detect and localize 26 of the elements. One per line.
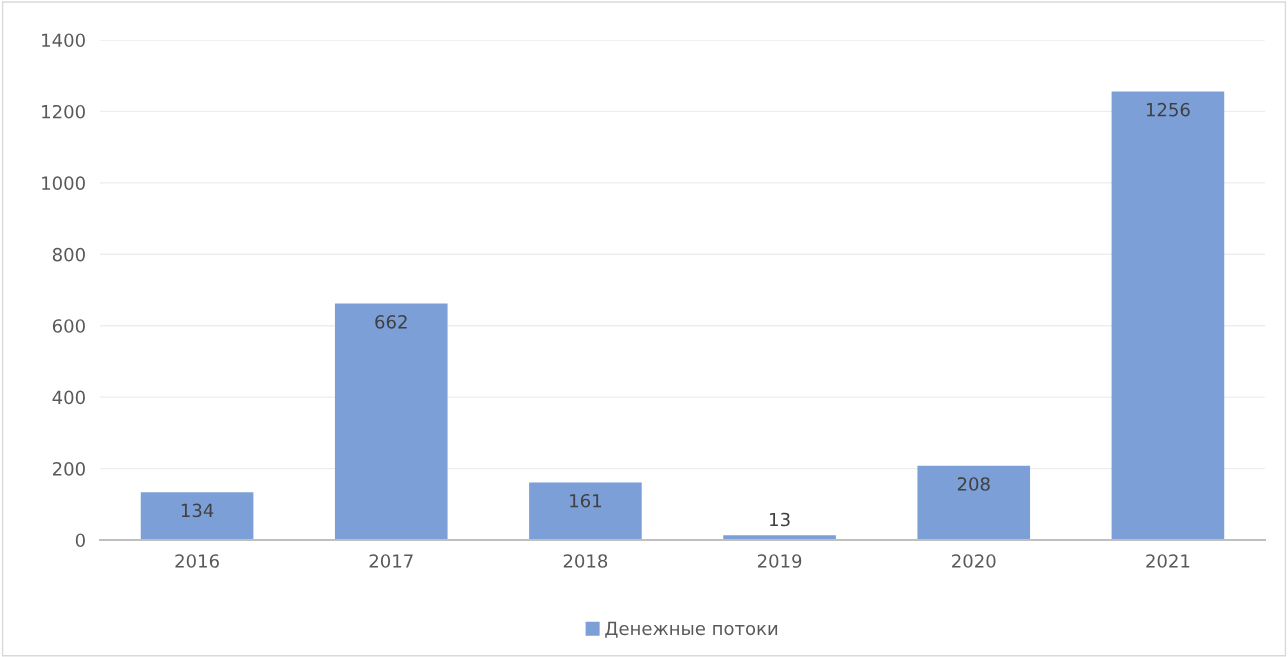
y-tick-label: 600 — [52, 319, 85, 333]
y-tick-label: 1400 — [42, 33, 85, 48]
data-label: 662 — [375, 315, 407, 329]
x-tick-label: 2020 — [952, 554, 996, 568]
data-label: 134 — [181, 503, 214, 518]
x-tick-label: 2018 — [563, 554, 608, 568]
data-label: 208 — [957, 477, 990, 491]
x-tick-label: 2019 — [757, 554, 802, 568]
y-tick-label: 400 — [52, 390, 85, 405]
y-tick-label: 800 — [52, 247, 85, 262]
bar — [334, 303, 448, 540]
y-tick-label: 1000 — [42, 176, 85, 190]
bar — [140, 492, 254, 540]
legend-label: Денежные потоки — [605, 621, 778, 638]
x-tick-label: 2016 — [175, 554, 219, 568]
data-label: 161 — [570, 493, 601, 508]
data-label: 1256 — [1146, 102, 1190, 117]
y-tick-label: 1200 — [42, 104, 85, 119]
data-label: 13 — [770, 512, 790, 527]
y-tick-label: 0 — [75, 533, 85, 548]
bar — [917, 465, 1031, 540]
bar — [529, 482, 642, 540]
x-tick-label: 2021 — [1146, 554, 1190, 568]
x-tick-label: 2017 — [369, 554, 413, 568]
y-tick-label: 200 — [52, 462, 85, 476]
bar — [1111, 91, 1225, 540]
